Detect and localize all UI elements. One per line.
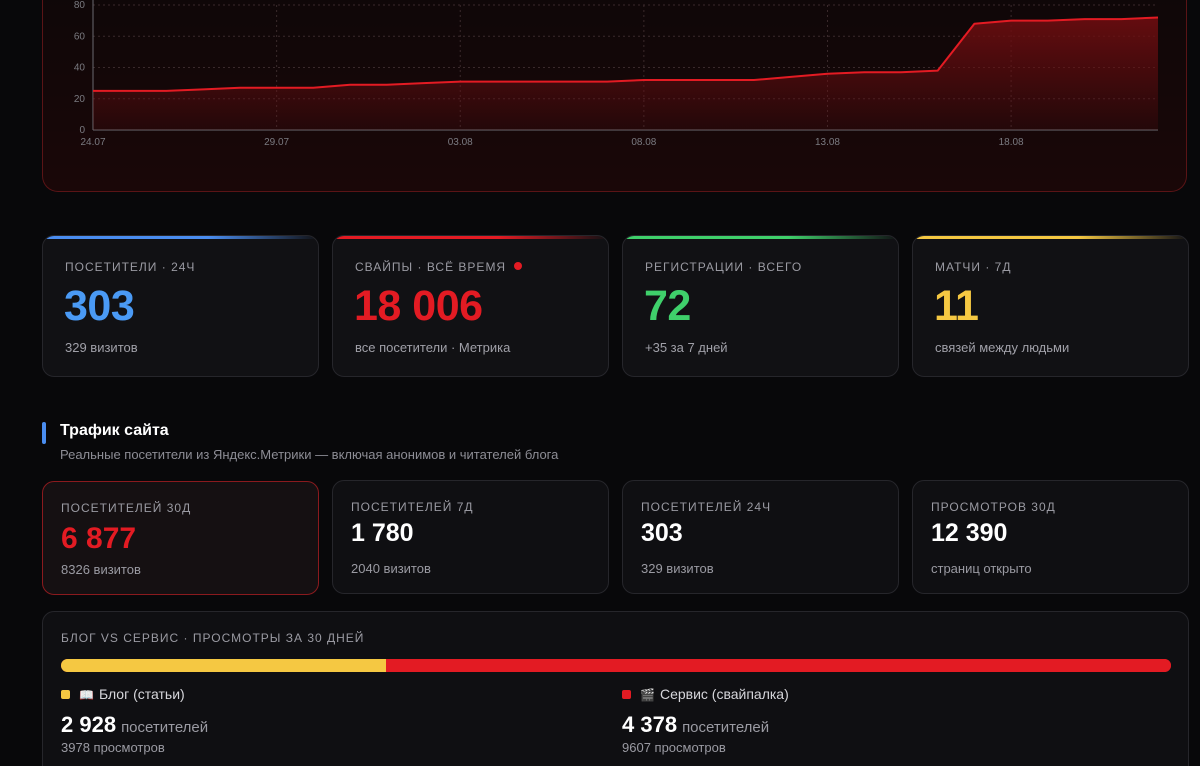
kpi-card-swipes-all-time: СВАЙПЫ · ВСЁ ВРЕМЯ 18 006 все посетители… <box>332 235 609 377</box>
blog-views: 3978 просмотров <box>61 740 165 755</box>
kpi-value: 18 006 <box>354 282 483 330</box>
y-tick-label: 40 <box>74 63 86 74</box>
kpi-label: МАТЧИ · 7Д <box>935 260 1012 274</box>
clapper-icon: 🎬 <box>640 688 655 702</box>
kpi-label: ПОСЕТИТЕЛИ · 24Ч <box>65 260 196 274</box>
kpi-card-registrations: РЕГИСТРАЦИИ · ВСЕГО 72 +35 за 7 дней <box>622 235 899 377</box>
traffic-card-sub: 8326 визитов <box>61 562 141 577</box>
split-panel-label: БЛОГ VS СЕРВИС · ПРОСМОТРЫ ЗА 30 ДНЕЙ <box>61 631 365 645</box>
service-visitors: 4 378 посетителей <box>622 712 769 738</box>
kpi-accent-line <box>43 236 318 239</box>
kpi-sub: все посетители · Метрика <box>355 340 511 355</box>
blog-visitors-value: 2 928 <box>61 712 117 737</box>
legend-blog-label: Блог (статьи) <box>98 686 185 702</box>
x-tick-label: 03.08 <box>448 137 473 148</box>
service-visitors-unit: посетителей <box>682 719 770 736</box>
section-accent-bar <box>42 422 46 444</box>
chart-panel: 0 20 40 60 80 24.07 29.07 03.08 08.08 13.08 18.08 <box>42 0 1187 192</box>
traffic-card-value: 303 <box>641 519 683 547</box>
kpi-card-matches-7d: МАТЧИ · 7Д 11 связей между людьми <box>912 235 1189 377</box>
kpi-accent-line <box>333 236 608 239</box>
blog-vs-service-panel: БЛОГ VS СЕРВИС · ПРОСМОТРЫ ЗА 30 ДНЕЙ 📖 Б… <box>42 611 1189 766</box>
legend-service: 🎬 Сервис (свайпалка) <box>622 686 789 702</box>
x-tick-label: 29.07 <box>264 137 289 148</box>
traffic-card-visitors-30d[interactable]: ПОСЕТИТЕЛЕЙ 30Д 6 877 8326 визитов <box>42 481 319 595</box>
y-tick-label: 0 <box>79 125 85 136</box>
kpi-accent-line <box>913 236 1188 239</box>
series-line <box>93 16 1159 92</box>
traffic-card-label: ПОСЕТИТЕЛЕЙ 7Д <box>351 500 474 514</box>
x-tick-label: 08.08 <box>631 137 656 148</box>
x-tick-label: 18.08 <box>999 137 1024 148</box>
traffic-card-value: 6 877 <box>61 522 137 555</box>
service-visitors-value: 4 378 <box>622 712 678 737</box>
kpi-value: 11 <box>934 282 979 330</box>
service-share-segment <box>386 659 1171 672</box>
kpi-card-visitors-24h: ПОСЕТИТЕЛИ · 24Ч 303 329 визитов <box>42 235 319 377</box>
blog-visitors-unit: посетителей <box>121 719 209 736</box>
traffic-card-sub: страниц открыто <box>931 561 1032 576</box>
traffic-card-visitors-7d[interactable]: ПОСЕТИТЕЛЕЙ 7Д 1 780 2040 визитов <box>332 480 609 594</box>
blog-vs-service-bar <box>61 659 1171 672</box>
blog-swatch-icon <box>61 690 70 699</box>
traffic-card-label: ПОСЕТИТЕЛЕЙ 24Ч <box>641 500 772 514</box>
visitors-line-chart: 0 20 40 60 80 24.07 29.07 03.08 08.08 13.08 18.08 <box>74 0 1159 148</box>
traffic-card-sub: 329 визитов <box>641 561 714 576</box>
legend-service-label: Сервис (свайпалка) <box>659 686 789 702</box>
kpi-sub: 329 визитов <box>65 340 138 355</box>
traffic-card-visitors-24h[interactable]: ПОСЕТИТЕЛЕЙ 24Ч 303 329 визитов <box>622 480 899 594</box>
section-subtitle: Реальные посетители из Яндекс.Метрики — … <box>60 447 559 462</box>
traffic-card-sub: 2040 визитов <box>351 561 431 576</box>
traffic-card-pageviews-30d[interactable]: ПРОСМОТРОВ 30Д 12 390 страниц открыто <box>912 480 1189 594</box>
kpi-sub: +35 за 7 дней <box>645 340 728 355</box>
service-views: 9607 просмотров <box>622 740 726 755</box>
kpi-label: РЕГИСТРАЦИИ · ВСЕГО <box>645 260 803 274</box>
traffic-card-label: ПОСЕТИТЕЛЕЙ 30Д <box>61 501 192 515</box>
kpi-sub: связей между людьми <box>935 340 1070 355</box>
y-tick-label: 80 <box>74 0 86 11</box>
blog-share-segment <box>61 659 387 672</box>
kpi-value: 72 <box>644 282 691 330</box>
section-title: Трафик сайта <box>60 422 169 439</box>
book-icon: 📖 <box>79 688 94 702</box>
traffic-card-value: 12 390 <box>931 519 1008 547</box>
y-tick-label: 60 <box>74 31 86 42</box>
legend-blog: 📖 Блог (статьи) <box>61 686 185 702</box>
kpi-label: СВАЙПЫ · ВСЁ ВРЕМЯ <box>355 260 523 274</box>
x-tick-label: 24.07 <box>80 137 105 148</box>
service-swatch-icon <box>622 690 631 699</box>
traffic-card-value: 1 780 <box>351 519 414 547</box>
traffic-card-label: ПРОСМОТРОВ 30Д <box>931 500 1056 514</box>
blog-visitors: 2 928 посетителей <box>61 712 208 738</box>
series-area <box>93 17 1158 130</box>
kpi-label-text: СВАЙПЫ · ВСЁ ВРЕМЯ <box>355 260 507 274</box>
live-indicator-icon <box>514 262 523 270</box>
x-tick-label: 13.08 <box>815 137 840 148</box>
kpi-value: 303 <box>64 282 135 330</box>
y-tick-label: 20 <box>74 94 86 105</box>
kpi-accent-line <box>623 236 898 239</box>
